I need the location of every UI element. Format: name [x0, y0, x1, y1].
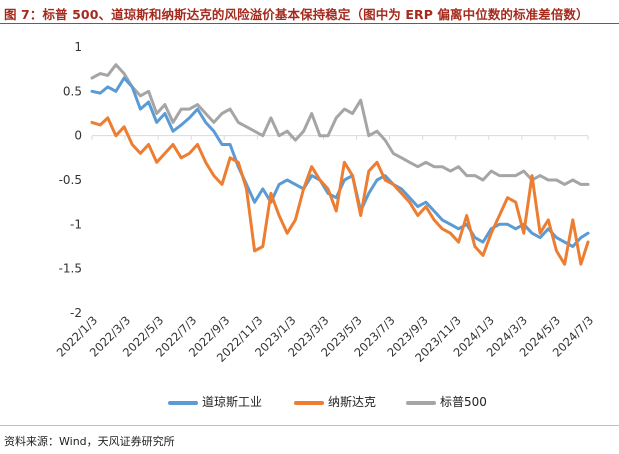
series-line-dow [90, 76, 590, 248]
title-underline [0, 23, 619, 24]
y-tick-label: 1 [74, 40, 82, 54]
y-tick-label: 0 [74, 129, 82, 143]
y-tick-label: -0.5 [59, 173, 82, 187]
chart-legend: 道琼斯工业 纳斯达克 标普500 [0, 393, 619, 413]
y-tick-label: -1.5 [59, 262, 82, 276]
legend-item-nasdaq: 纳斯达克 [294, 393, 376, 410]
y-tick-label: -1 [70, 217, 82, 231]
legend-item-sp500: 标普500 [406, 393, 487, 410]
source-note: 资料来源：Wind，天风证券研究所 [4, 435, 175, 448]
legend-swatch-nasdaq [294, 400, 324, 405]
footer-divider [0, 425, 619, 426]
chart-series [90, 63, 590, 266]
series-line-nasdaq [90, 116, 590, 266]
series-line-sp500 [90, 63, 590, 186]
legend-label-nasdaq: 纳斯达克 [328, 395, 377, 409]
legend-item-dow: 道琼斯工业 [168, 393, 262, 410]
figure-title: 图 7：标普 500、道琼斯和纳斯达克的风险溢价基本保持稳定（图中为 ERP 偏… [4, 7, 589, 22]
y-tick-label: 0.5 [63, 84, 82, 98]
legend-label-dow: 道琼斯工业 [202, 395, 263, 409]
legend-swatch-dow [168, 400, 198, 405]
y-tick-label: -2 [70, 306, 82, 320]
legend-swatch-sp500 [406, 400, 436, 405]
legend-label-sp500: 标普500 [440, 395, 487, 409]
